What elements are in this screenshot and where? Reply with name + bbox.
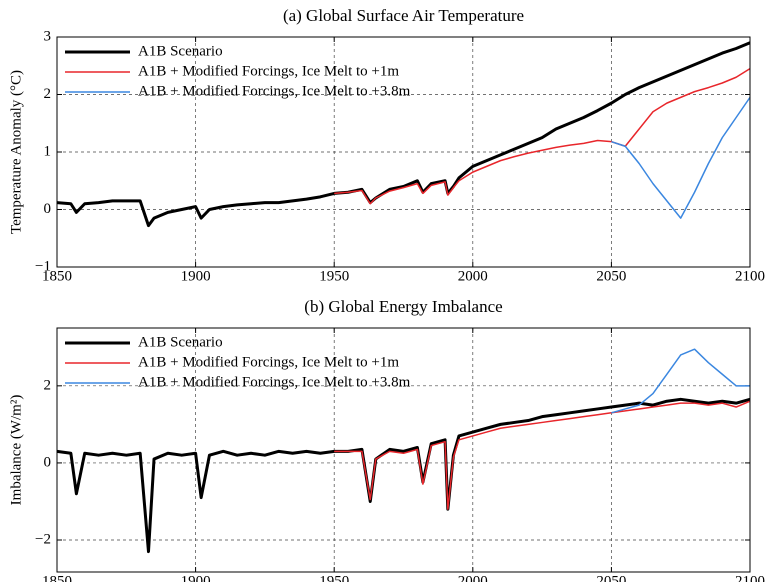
chart-title: (b) Global Energy Imbalance bbox=[304, 297, 502, 316]
x-tick-label: 1900 bbox=[181, 573, 211, 582]
y-axis-label: Imbalance (W/m²) bbox=[8, 395, 24, 506]
legend-label: A1B Scenario bbox=[138, 43, 223, 59]
series-line bbox=[611, 96, 751, 219]
y-axis-label: Temperature Anomaly (°C) bbox=[8, 70, 24, 234]
legend-label: A1B + Modified Forcings, Ice Melt to +1m bbox=[138, 63, 399, 79]
y-tick-label: −1 bbox=[35, 258, 51, 274]
x-tick-label: 2100 bbox=[735, 268, 765, 284]
y-tick-label: 2 bbox=[44, 377, 52, 393]
plot-frame bbox=[56, 36, 751, 268]
x-tick-label: 1850 bbox=[42, 268, 72, 284]
legend-label: A1B Scenario bbox=[138, 334, 223, 350]
x-tick-label: 2000 bbox=[458, 268, 488, 284]
legend-label: A1B + Modified Forcings, Ice Melt to +1m bbox=[138, 354, 399, 370]
y-tick-label: 0 bbox=[44, 454, 52, 470]
panel: (b) Global Energy Imbalance Imbalance (W/… bbox=[8, 297, 765, 582]
series-line bbox=[56, 41, 751, 228]
x-tick-label: 2100 bbox=[735, 573, 765, 582]
x-tick-label: 1950 bbox=[319, 268, 349, 284]
x-tick-label: 2000 bbox=[458, 573, 488, 582]
legend-label: A1B + Modified Forcings, Ice Melt to +3.… bbox=[138, 374, 411, 390]
y-tick-label: 0 bbox=[44, 201, 52, 217]
plot-frame bbox=[56, 327, 751, 573]
y-tick-label: 1 bbox=[44, 143, 52, 159]
y-tick-label: 3 bbox=[44, 28, 52, 44]
y-tick-label: 2 bbox=[44, 86, 52, 102]
x-tick-label: 2050 bbox=[596, 268, 626, 284]
series-line bbox=[56, 397, 751, 554]
series-line bbox=[611, 348, 750, 414]
y-tick-label: −2 bbox=[35, 531, 51, 547]
legend-label: A1B + Modified Forcings, Ice Melt to +3.… bbox=[138, 83, 411, 99]
panel: (a) Global Surface Air Temperature Temper… bbox=[8, 6, 765, 285]
x-tick-label: 1950 bbox=[319, 573, 349, 582]
x-tick-label: 1850 bbox=[42, 573, 72, 582]
x-tick-label: 2050 bbox=[596, 573, 626, 582]
x-tick-label: 1900 bbox=[181, 268, 211, 284]
series-line bbox=[334, 67, 751, 205]
chart-title: (a) Global Surface Air Temperature bbox=[283, 6, 524, 25]
series-line bbox=[334, 400, 751, 510]
